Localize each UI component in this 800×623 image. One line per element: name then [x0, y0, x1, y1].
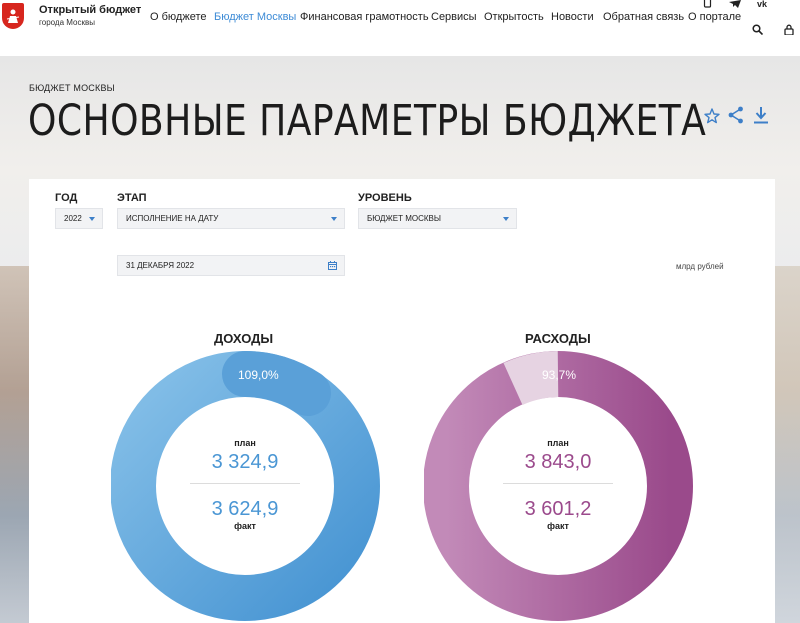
- date-picker[interactable]: 31 ДЕКАБРЯ 2022: [117, 255, 345, 276]
- vk-icon[interactable]: vk: [757, 0, 771, 8]
- background-photo-left: [0, 266, 30, 623]
- chevron-down-icon: [89, 217, 95, 221]
- search-icon[interactable]: [752, 24, 763, 35]
- units-label: млрд рублей: [676, 262, 724, 271]
- expense-fact-value: 3 601,2: [524, 498, 592, 520]
- nav-news[interactable]: Новости: [551, 11, 594, 23]
- nav-openness[interactable]: Открытость: [484, 11, 544, 23]
- level-select-value: БЮДЖЕТ МОСКВЫ: [367, 214, 441, 223]
- chevron-down-icon: [331, 217, 337, 221]
- income-donut-chart[interactable]: [111, 351, 381, 623]
- income-fact-value: 3 624,9: [211, 498, 279, 520]
- page-title: ОСНОВНЫЕ ПАРАМЕТРЫ БЮДЖЕТА: [28, 96, 707, 146]
- expense-ring: [424, 351, 693, 621]
- date-picker-value: 31 ДЕКАБРЯ 2022: [126, 261, 195, 270]
- user-lock-icon[interactable]: [784, 24, 794, 35]
- income-plan-value: 3 324,9: [211, 451, 279, 473]
- nav-about-budget[interactable]: О бюджете: [150, 11, 207, 23]
- expense-plan-label: план: [547, 438, 569, 448]
- income-divider: [190, 483, 300, 484]
- stage-select-value: ИСПОЛНЕНИЕ НА ДАТУ: [126, 214, 219, 223]
- nav-services[interactable]: Сервисы: [431, 11, 477, 23]
- income-plan-label: план: [234, 438, 256, 448]
- logo-subtitle: города Москвы: [39, 18, 95, 27]
- svg-text:vk: vk: [757, 0, 768, 8]
- background-photo-right: [774, 266, 800, 623]
- moscow-emblem-icon[interactable]: [2, 3, 24, 29]
- share-icon[interactable]: [728, 106, 744, 124]
- income-percent: 109,0%: [238, 368, 279, 382]
- expense-title: РАСХОДЫ: [525, 331, 591, 346]
- phone-icon[interactable]: [703, 0, 712, 8]
- expense-unfilled-segment: [503, 351, 560, 406]
- calendar-icon[interactable]: [328, 261, 337, 270]
- year-select-value: 2022: [64, 214, 82, 223]
- breadcrumb[interactable]: БЮДЖЕТ МОСКВЫ: [29, 83, 115, 93]
- year-select[interactable]: 2022: [55, 208, 103, 229]
- expense-divider: [503, 483, 613, 484]
- nav-moscow-budget[interactable]: Бюджет Москвы: [214, 11, 297, 23]
- year-label: ГОД: [55, 192, 78, 204]
- chevron-down-icon: [503, 217, 509, 221]
- nav-financial-literacy[interactable]: Финансовая грамотность: [300, 11, 429, 23]
- income-fact-label: факт: [234, 521, 256, 531]
- level-label: УРОВЕНЬ: [358, 192, 412, 204]
- stage-select[interactable]: ИСПОЛНЕНИЕ НА ДАТУ: [117, 208, 345, 229]
- stage-label: ЭТАП: [117, 192, 147, 204]
- expense-donut-chart[interactable]: [424, 351, 694, 623]
- level-select[interactable]: БЮДЖЕТ МОСКВЫ: [358, 208, 517, 229]
- income-title: ДОХОДЫ: [214, 331, 274, 346]
- expense-plan-value: 3 843,0: [524, 451, 592, 473]
- nav-about-portal[interactable]: О портале: [688, 11, 742, 23]
- expense-fact-label: факт: [547, 521, 569, 531]
- income-overflow-segment: [222, 351, 331, 416]
- logo-title[interactable]: Открытый бюджет: [39, 4, 142, 16]
- nav-feedback[interactable]: Обратная связь: [603, 11, 685, 23]
- telegram-icon[interactable]: [729, 0, 741, 8]
- site-header: Открытый бюджет города Москвы О бюджете …: [0, 0, 800, 56]
- star-icon[interactable]: [704, 108, 720, 124]
- expense-percent: 93,7%: [542, 368, 577, 382]
- download-icon[interactable]: [753, 107, 769, 124]
